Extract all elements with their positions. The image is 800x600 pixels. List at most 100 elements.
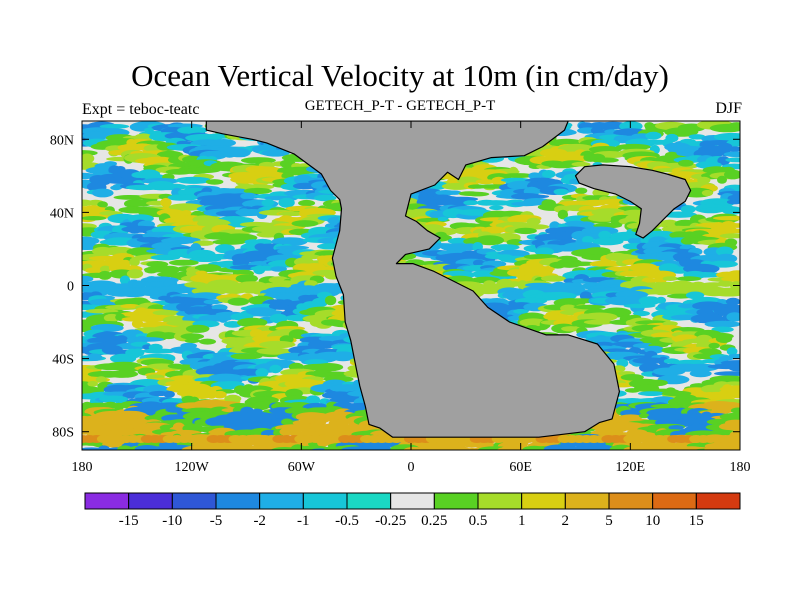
field-cell [725, 157, 740, 163]
x-tick-label: 120W [175, 460, 210, 475]
field-cell [176, 176, 211, 184]
field-cell [553, 188, 569, 195]
field-cell [501, 173, 535, 179]
field-cell [638, 296, 661, 306]
field-cell [126, 269, 144, 279]
field-cell [133, 337, 165, 342]
field-cell [163, 390, 175, 398]
field-cell [227, 297, 249, 306]
field-cell [561, 326, 581, 332]
field-cell [648, 379, 668, 386]
field-cell [717, 175, 727, 184]
field-cell [724, 169, 740, 180]
field-cell [107, 370, 139, 378]
field-cell [688, 134, 706, 140]
field-cell [727, 362, 740, 372]
field-cell [240, 184, 275, 190]
colorbar-swatch [346, 492, 392, 510]
field-cell [160, 332, 178, 340]
model-subtitle: GETECH_P-T - GETECH_P-T [304, 98, 496, 114]
field-cell [199, 338, 216, 345]
field-cell [715, 246, 734, 257]
field-cell [256, 347, 293, 355]
field-cell [489, 205, 504, 211]
field-cell [717, 156, 730, 166]
field-cell [97, 201, 108, 209]
field-cell [243, 187, 272, 195]
field-cell [623, 303, 656, 309]
field-cell [131, 319, 144, 329]
x-tick-label: 60W [288, 460, 316, 475]
field-cell [82, 236, 100, 246]
land-pangea-main [205, 121, 621, 438]
field-cell [99, 265, 111, 273]
field-cell [491, 176, 507, 186]
field-cell [685, 291, 705, 300]
field-cell [120, 259, 131, 268]
field-cell [534, 247, 554, 256]
colorbar-label: 5 [605, 513, 613, 529]
colorbar-label: 10 [645, 513, 660, 529]
field-cell [97, 445, 111, 450]
field-cell [701, 189, 714, 197]
field-cell [526, 217, 541, 226]
y-tick-label: 80N [50, 133, 74, 148]
colorbar-label: 15 [689, 513, 704, 529]
colorbar-swatch [171, 492, 217, 510]
field-cell [82, 216, 107, 221]
field-cell [513, 194, 550, 199]
x-tick-label: 180 [72, 460, 93, 475]
field-cell [541, 275, 566, 282]
field-cell [177, 126, 208, 135]
field-cell [212, 390, 227, 399]
field-cell [152, 310, 180, 316]
colorbar-swatch [477, 492, 523, 510]
colorbar-swatch [433, 492, 479, 510]
field-cell [227, 217, 255, 224]
field-cell [212, 239, 247, 245]
field-cell [700, 265, 719, 274]
field-cell [686, 272, 724, 278]
field-cell [730, 407, 740, 414]
field-cell [638, 391, 666, 396]
field-cell [652, 367, 686, 376]
field-cell [716, 446, 740, 450]
field-cell [560, 130, 577, 135]
land-mask [205, 121, 692, 438]
x-tick-label: 0 [408, 460, 415, 475]
field-cell [725, 297, 740, 306]
colorbar-swatch [695, 492, 741, 510]
field-cell [711, 407, 737, 414]
field-cell [99, 124, 130, 129]
field-cell [150, 254, 181, 261]
field-cell [633, 310, 650, 317]
field-cell [571, 161, 591, 167]
field-cell [717, 280, 734, 287]
field-cell [205, 179, 224, 185]
field-cell [269, 313, 288, 324]
field-cell [463, 200, 479, 206]
field-cell [562, 231, 574, 241]
field-cell [723, 151, 740, 158]
colorbar-label: 2 [562, 513, 570, 529]
colorbar-swatch [302, 492, 348, 510]
colorbar-label: 1 [518, 513, 526, 529]
colorbar-label: -1 [297, 513, 310, 529]
field-cell [676, 276, 702, 282]
field-cell [141, 348, 177, 354]
season-label: DJF [715, 100, 742, 117]
field-cell [306, 395, 320, 404]
field-cell [583, 319, 615, 325]
field-cell [624, 295, 644, 306]
colorbar-label: 0.25 [421, 513, 447, 529]
field-cell [678, 159, 694, 167]
field-cell [715, 287, 740, 293]
field-cell [528, 172, 542, 180]
field-cell [211, 139, 236, 147]
field-cell [588, 146, 622, 153]
field-cell [224, 394, 242, 403]
field-cell [203, 299, 222, 305]
field-cell [727, 270, 740, 277]
field-cell [584, 247, 611, 255]
